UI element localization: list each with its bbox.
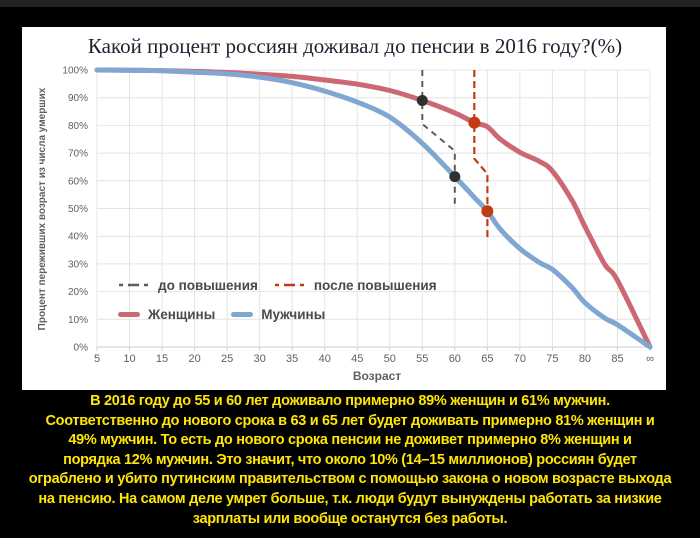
y-tick-label: 90%: [68, 93, 88, 104]
caption-line: зарплаты или вообще останутся без работы…: [192, 510, 508, 527]
y-tick-label: 20%: [68, 287, 88, 298]
marker-dot-Мужчины-60: [449, 171, 461, 183]
x-tick-label: 35: [286, 353, 298, 365]
y-tick-label: 30%: [68, 259, 88, 270]
x-tick-label: 55: [416, 353, 428, 365]
y-axis-title: Процент переживших возраст из числа умер…: [37, 87, 48, 330]
x-tick-label: 40: [319, 353, 331, 365]
top-strip: [0, 0, 700, 7]
y-tick-label: 50%: [68, 204, 88, 215]
x-tick-label: 75: [546, 353, 558, 365]
x-tick-label: 30: [254, 353, 266, 365]
x-tick-label: 70: [514, 353, 526, 365]
x-tick-label: 20: [188, 353, 200, 365]
caption-line: порядка 12% мужчин. Это значит, что окол…: [63, 451, 637, 468]
legend-row-series: Женщины Мужчины: [118, 303, 437, 325]
before-increase-dash-icon: [119, 283, 149, 287]
marker-dot-Женщины-63: [468, 116, 481, 129]
legend-label-after-increase: после повышения: [313, 277, 437, 293]
x-tick-label: 5: [94, 353, 100, 365]
y-tick-label: 80%: [68, 121, 88, 132]
x-tick-label: 15: [156, 353, 168, 365]
y-tick-label: 40%: [68, 232, 88, 243]
after-increase-dash-icon: [274, 283, 305, 287]
legend-label-women: Женщины: [148, 306, 216, 322]
caption-line: В 2016 году до 55 и 60 лет доживало прим…: [90, 393, 610, 409]
chart-title: Какой процент россиян доживал до пенсии …: [87, 34, 623, 58]
x-tick-label: 65: [481, 353, 493, 365]
x-tick-label: 60: [449, 353, 461, 365]
guide-после повышения: [473, 70, 489, 239]
x-axis-title: Возраст: [353, 369, 401, 383]
caption-line: ограблено и убито путинским правительств…: [28, 471, 672, 488]
legend-label-men: Мужчины: [261, 306, 326, 322]
y-tick-label: 70%: [68, 149, 88, 160]
guide-до повышения: [421, 70, 456, 205]
x-tick-label: 50: [384, 353, 396, 365]
y-tick-label: 100%: [62, 66, 88, 77]
y-tick-label: 10%: [68, 315, 88, 326]
women-line-swatch: [118, 311, 140, 317]
chart-legend: до повышения после повышения Женщины Муж…: [118, 274, 437, 325]
x-tick-label: 10: [123, 353, 135, 365]
caption-line: 49% мужчин. То есть до нового срока пенс…: [68, 432, 632, 449]
x-tick-label: 85: [611, 353, 623, 365]
chart-panel: Какой процент россиян доживал до пенсии …: [22, 27, 666, 390]
legend-label-before-increase: до повышения: [158, 277, 258, 293]
caption-line: на пенсию. На самом деле умрет больше, т…: [38, 490, 662, 507]
axis-labels: 0% 10% 20% 30% 40% 50% 60% 70% 80% 90% 100% 5 10 15 20…: [37, 66, 654, 384]
x-tick-label: 25: [221, 353, 233, 365]
y-tick-label: 60%: [68, 176, 88, 187]
legend-row-guides: до повышения после повышения: [118, 274, 437, 296]
men-line-swatch: [231, 311, 254, 317]
caption-text: В 2016 году до 55 и 60 лет доживало прим…: [0, 392, 700, 529]
gridlines: [96, 69, 651, 351]
marker-dot-Женщины-55: [416, 94, 428, 106]
survival-line-chart: 0% 10% 20% 30% 40% 50% 60% 70% 80% 90% 100% 5 10 15 20…: [37, 66, 654, 384]
y-tick-label: 0%: [74, 343, 89, 354]
x-tick-label: 80: [579, 353, 591, 365]
caption-line: Соответственно до нового срока в 63 и 65…: [45, 412, 655, 429]
x-tick-label: 45: [351, 353, 363, 365]
x-tick-label: ∞: [646, 353, 654, 365]
marker-dot-Мужчины-65: [481, 205, 494, 218]
